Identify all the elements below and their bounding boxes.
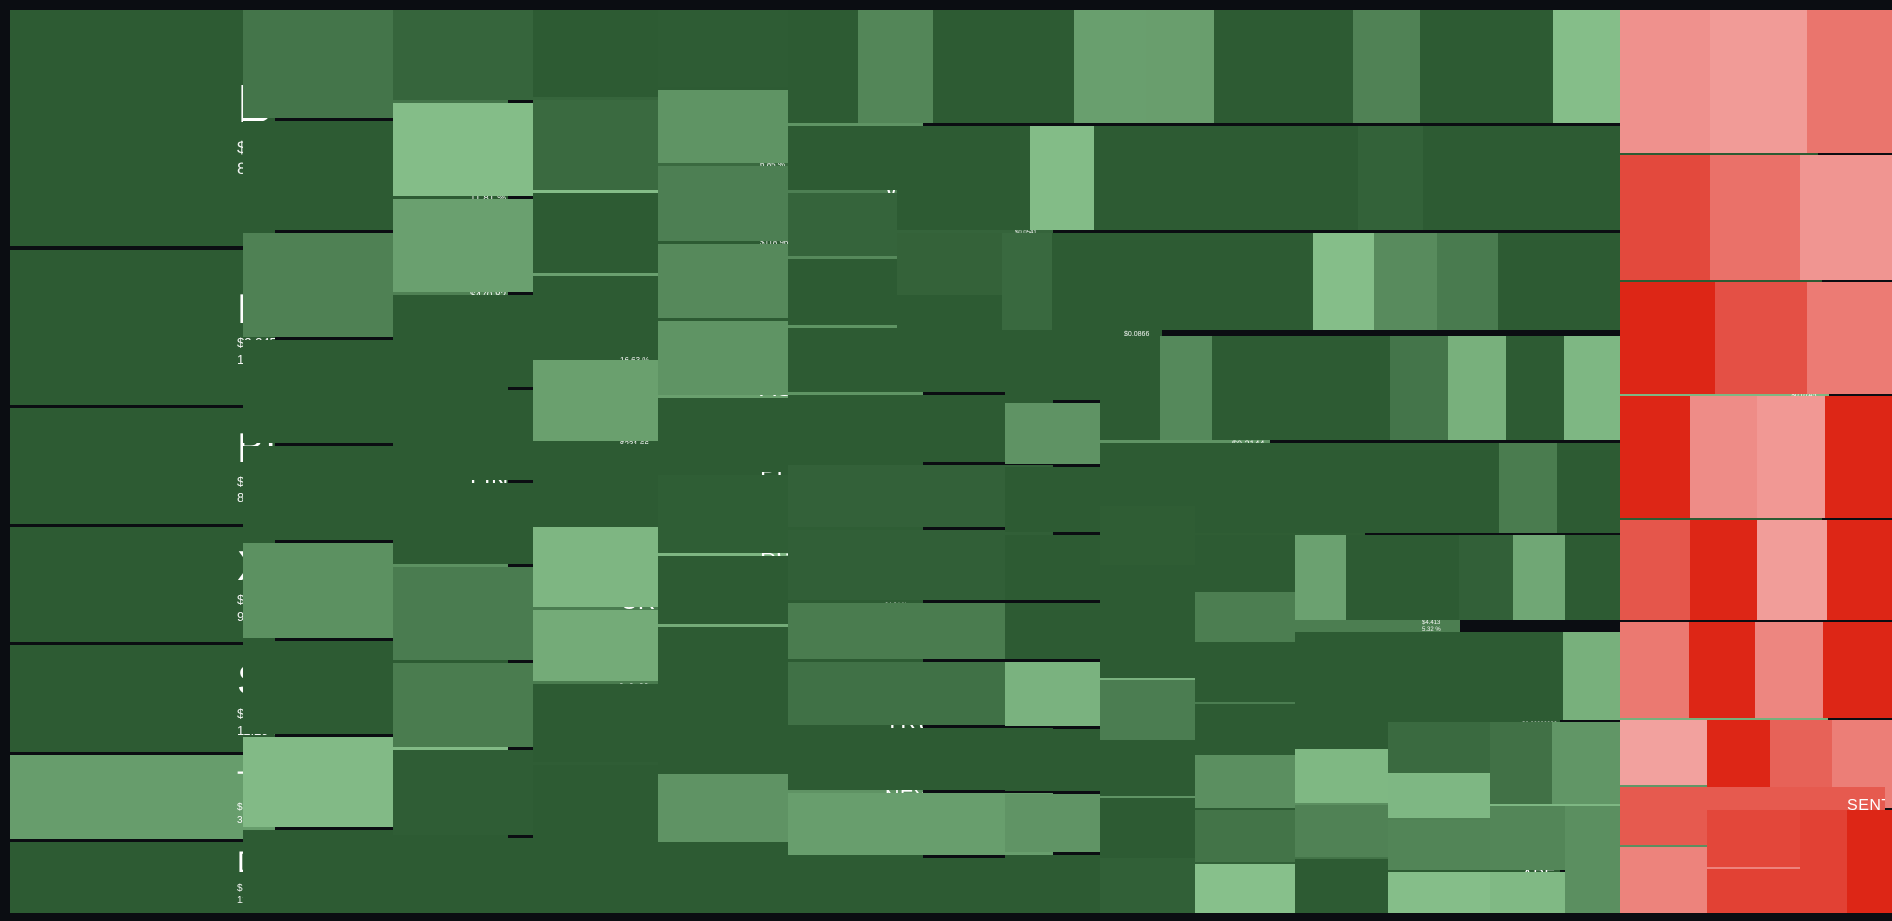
tile-MORPHO[interactable]: MORPHO$1.901-1.85 % xyxy=(1807,282,1892,394)
tile-DOGE[interactable]: DOGE$0.100211.54 % xyxy=(9,842,275,913)
tile-ETH[interactable]: ETH$2,245.3012.73 % xyxy=(9,250,275,405)
tile-BARD[interactable]: BARD$1.0666-6.06 % xyxy=(1827,520,1892,620)
tile-TRX[interactable]: TRX$0.29673 % xyxy=(9,755,275,839)
tile-SOL[interactable]: SOL$92.8511.29 % xyxy=(9,644,275,752)
tile-EDU[interactable]: EDU$0.0885-11.06 % xyxy=(1847,810,1892,913)
tile-BNB[interactable]: BNB$675.498.13 % xyxy=(9,408,275,524)
tile-BDX[interactable]: BDX$0.1125-28.57 % xyxy=(1825,396,1892,518)
tile-OKB[interactable]: OKB$97.50-0.57 % xyxy=(1800,155,1892,280)
tile-CVX[interactable]: CVX$2.058-9.93 % xyxy=(1823,622,1892,718)
tile-XRP[interactable]: XRP$1.46929.64 % xyxy=(9,527,275,642)
tile-XAUT[interactable]: XAUT$4,948.50-2.16 % xyxy=(1807,10,1892,153)
tile-BTC[interactable]: BTC$73,163.528.2 % xyxy=(9,10,275,246)
